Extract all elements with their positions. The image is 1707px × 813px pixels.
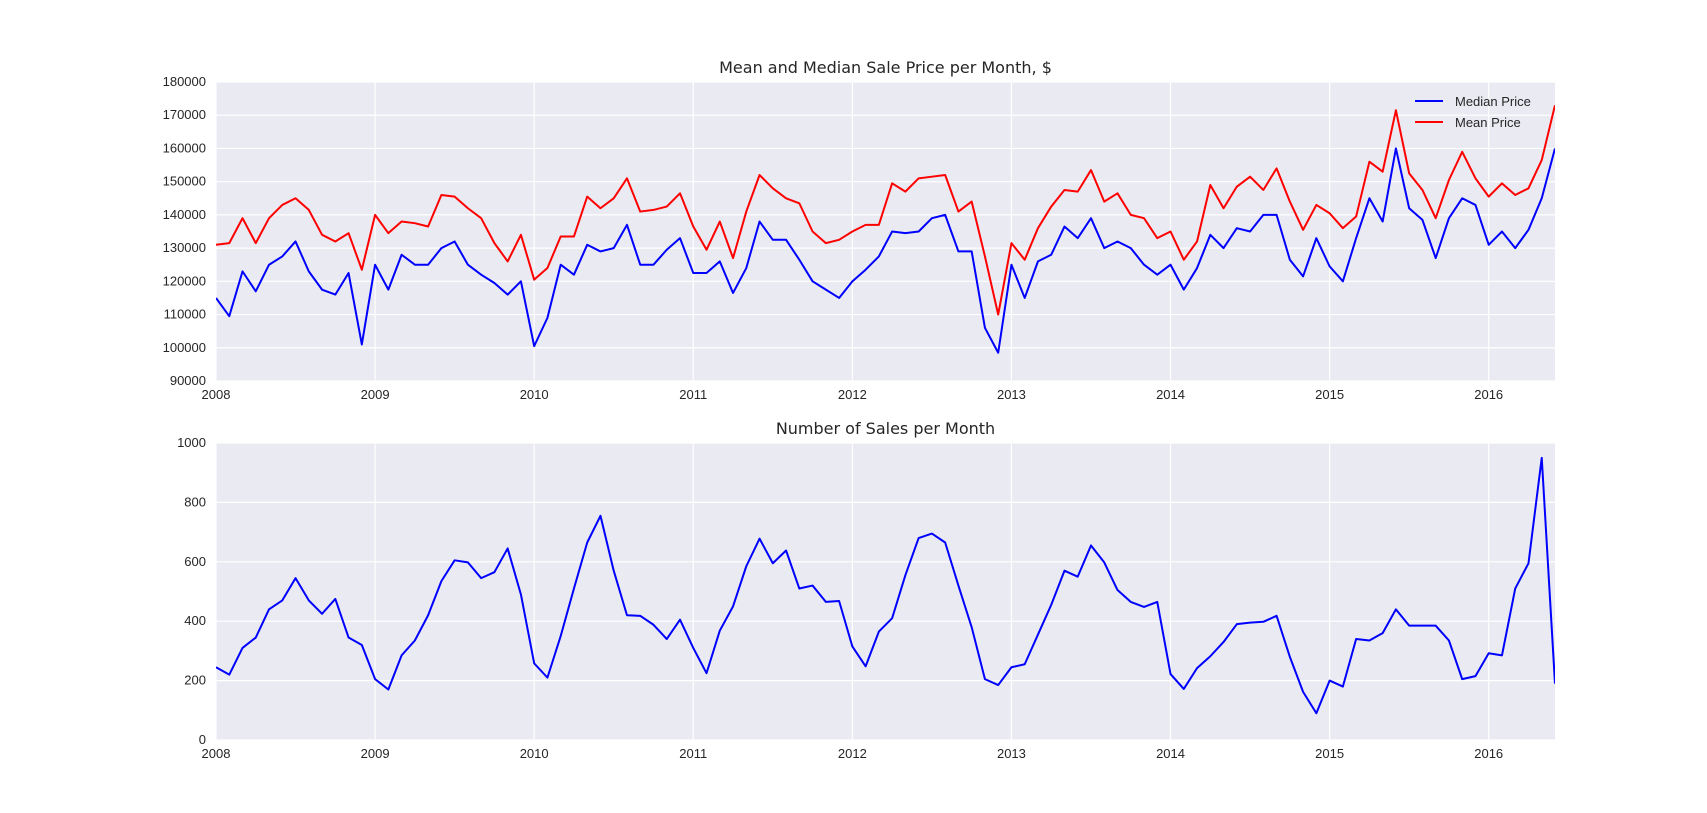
y-tick-label: 160000: [163, 140, 206, 155]
x-tick-label: 2010: [520, 746, 549, 761]
x-tick-label: 2012: [838, 387, 867, 402]
x-tick-label: 2016: [1474, 387, 1503, 402]
y-tick-label: 400: [184, 613, 206, 628]
y-tick-label: 120000: [163, 273, 206, 288]
legend-label: Mean Price: [1455, 115, 1521, 130]
y-tick-label: 200: [184, 673, 206, 688]
series-line-median-price: [216, 147, 1555, 354]
y-tick-label: 100000: [163, 340, 206, 355]
y-tick-label: 800: [184, 494, 206, 509]
x-tick-label: 2008: [202, 746, 231, 761]
plot-background: [216, 443, 1555, 740]
legend-label: Median Price: [1455, 94, 1531, 109]
x-tick-label: 2009: [361, 746, 390, 761]
y-tick-label: 170000: [163, 107, 206, 122]
chart-panel-2: 0 200 400 600 800 1000 2008 2009 2010 2011 2012 201…: [177, 419, 1555, 761]
x-tick-label: 2011: [679, 387, 707, 402]
x-tick-label: 2013: [997, 387, 1026, 402]
x-tick-label: 2009: [361, 387, 390, 402]
y-tick-label: 130000: [163, 240, 206, 255]
x-tick-label: 2016: [1474, 746, 1503, 761]
x-tick-label: 2013: [997, 746, 1026, 761]
x-tick-label: 2011: [679, 746, 707, 761]
chart-panel-1: 90000 100000 110000 120000 130000 140000 15000…: [163, 58, 1555, 402]
chart-title: Number of Sales per Month: [776, 419, 995, 438]
y-tick-label: 1000: [177, 435, 206, 450]
x-tick-label: 2010: [520, 387, 549, 402]
plot-background: [216, 82, 1555, 381]
y-tick-label: 90000: [170, 373, 206, 388]
y-tick-label: 150000: [163, 174, 206, 189]
series-line-mean-price: [216, 105, 1555, 316]
x-tick-label: 2014: [1156, 387, 1185, 402]
x-tick-label: 2015: [1315, 746, 1344, 761]
x-tick-label: 2012: [838, 746, 867, 761]
y-tick-label: 110000: [164, 307, 206, 322]
y-tick-label: 600: [184, 554, 206, 569]
x-tick-label: 2015: [1315, 387, 1344, 402]
x-tick-label: 2008: [202, 387, 231, 402]
series-line-1: [216, 456, 1555, 715]
y-tick-label: 0: [199, 732, 206, 747]
y-tick-label: 180000: [163, 74, 206, 89]
x-tick-label: 2014: [1156, 746, 1185, 761]
y-tick-label: 140000: [163, 207, 206, 222]
chart-title: Mean and Median Sale Price per Month, $: [719, 58, 1052, 77]
